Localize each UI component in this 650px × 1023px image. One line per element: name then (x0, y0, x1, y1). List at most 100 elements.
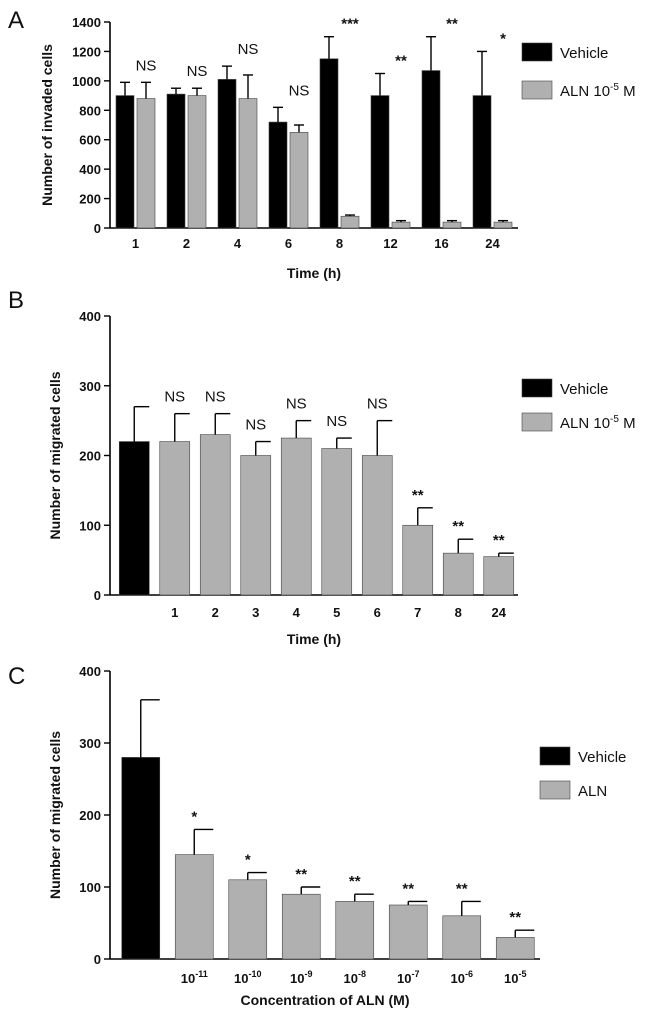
bar (289, 132, 309, 229)
y-tick-label: 0 (94, 952, 101, 967)
x-tick-label: 4 (293, 605, 301, 620)
bar (391, 221, 411, 229)
bar (402, 524, 434, 596)
y-tick-label: 200 (79, 449, 101, 464)
bar (495, 937, 535, 960)
significance-label: NS (245, 417, 266, 434)
significance-label: ** (395, 53, 407, 70)
significance-label: * (191, 808, 197, 825)
x-axis-label: Time (h) (287, 631, 341, 647)
legend-swatch (521, 412, 553, 432)
bar (280, 437, 312, 596)
legend-swatch (539, 780, 571, 800)
bar (442, 221, 462, 229)
significance-label: NS (286, 396, 307, 413)
bar (319, 58, 339, 229)
x-tick-label: 3 (252, 605, 259, 620)
significance-label: NS (289, 82, 310, 99)
bar (483, 556, 515, 596)
x-tick-label: 16 (434, 236, 448, 251)
bar (166, 93, 186, 229)
bar (268, 121, 288, 229)
bar (472, 95, 492, 229)
bar (199, 434, 231, 596)
significance-label: ** (402, 880, 414, 897)
bar (217, 79, 237, 229)
significance-label: NS (164, 389, 185, 406)
x-tick-label: 4 (234, 236, 242, 251)
y-tick-label: 0 (94, 221, 101, 236)
x-tick-label: 8 (455, 605, 462, 620)
y-tick-label: 400 (79, 162, 101, 177)
significance-label: NS (326, 413, 347, 430)
significance-label: ** (493, 532, 505, 549)
significance-label: ** (509, 909, 521, 926)
significance-label: NS (238, 41, 259, 58)
x-axis-label: Concentration of ALN (M) (240, 992, 409, 1008)
bar (136, 98, 156, 229)
bar (335, 901, 375, 960)
panel-c: C 0 100 200 300 400 Number of migrated cells Co… (8, 663, 626, 1008)
x-tick-label: 2 (183, 236, 190, 251)
significance-label: * (500, 30, 506, 47)
x-tick-label: 7 (414, 605, 421, 620)
legend-label: Vehicle (560, 381, 608, 398)
panel-label: A (8, 7, 24, 34)
y-tick-label: 300 (79, 736, 101, 751)
bar (121, 757, 161, 960)
y-tick-label: 400 (79, 664, 101, 679)
bar (115, 95, 135, 229)
bar (238, 98, 258, 229)
y-tick-label: 100 (79, 518, 101, 533)
bar (340, 215, 360, 229)
bar (388, 904, 428, 960)
x-tick-label: 6 (374, 605, 381, 620)
significance-label: ** (446, 16, 458, 33)
y-tick-label: 200 (79, 192, 101, 207)
panel-a: A 0 200 400 600 800 1000 1200 1400 Number of inva… (8, 7, 636, 281)
bar (174, 854, 214, 960)
legend-swatch (521, 378, 553, 398)
significance-label: NS (187, 63, 208, 80)
x-tick-label: 1 (171, 605, 178, 620)
x-tick-label: 24 (485, 236, 500, 251)
y-tick-label: 200 (79, 808, 101, 823)
panel-b: B 0 100 200 300 400 Number of migrated cells Ti… (8, 287, 636, 647)
y-tick-label: 0 (94, 588, 101, 603)
y-tick-label: 400 (79, 309, 101, 324)
bar (187, 95, 207, 229)
legend-label: Vehicle (560, 45, 608, 62)
x-tick-label: 10-9 (290, 969, 312, 986)
x-tick-label: 2 (212, 605, 219, 620)
x-tick-label: 10-11 (181, 969, 208, 986)
significance-label: ** (412, 487, 424, 504)
x-tick-label: 24 (492, 605, 507, 620)
legend-swatch (521, 80, 553, 100)
bar (321, 448, 353, 596)
legend-swatch (539, 746, 571, 766)
y-tick-label: 300 (79, 379, 101, 394)
y-axis-label: Number of migrated cells (47, 371, 63, 539)
bar (281, 893, 321, 960)
y-tick-label: 1200 (72, 44, 101, 59)
x-tick-label: 8 (336, 236, 343, 251)
x-tick-label: 10-7 (397, 969, 419, 986)
x-tick-label: 10-8 (344, 969, 366, 986)
x-axis-label: Time (h) (287, 265, 341, 281)
x-tick-label: 6 (285, 236, 292, 251)
y-tick-label: 1400 (72, 15, 101, 30)
panel-label: C (8, 663, 25, 690)
y-axis-label: Number of migrated cells (47, 731, 63, 899)
significance-label: ** (295, 866, 307, 883)
y-tick-label: 1000 (72, 74, 101, 89)
x-tick-label: 10-10 (234, 969, 261, 986)
bar (159, 441, 191, 596)
significance-label: NS (367, 396, 388, 413)
significance-label: NS (136, 57, 157, 74)
bar (442, 552, 474, 596)
bar (493, 221, 513, 229)
bar (361, 455, 393, 596)
y-tick-label: 800 (79, 103, 101, 118)
legend-label: ALN 10-5 M (560, 414, 636, 432)
